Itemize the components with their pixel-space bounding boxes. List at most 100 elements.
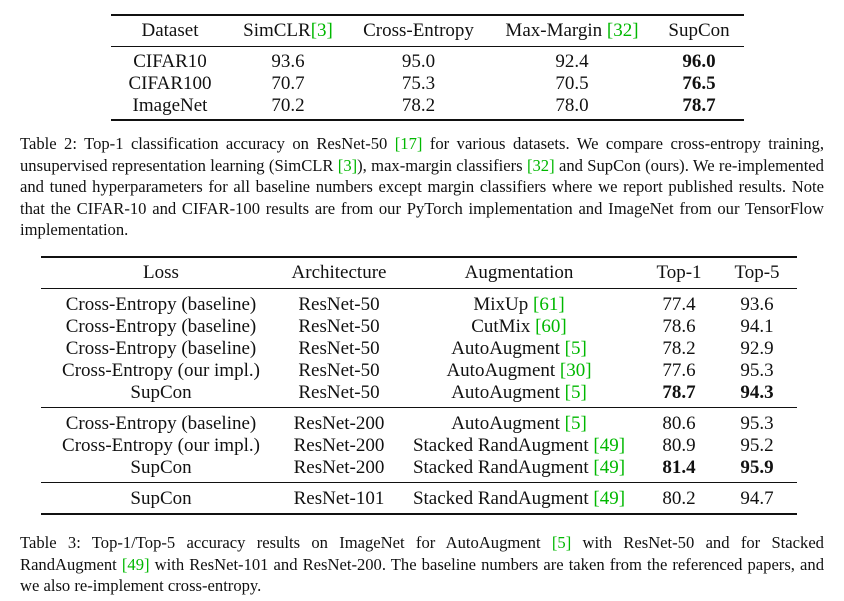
cell-augmentation: AutoAugment [5] <box>451 338 587 359</box>
header-loss: Loss <box>41 257 281 289</box>
citation-link[interactable]: [32] <box>606 20 639 41</box>
cell-simclr: 93.6 <box>271 51 305 72</box>
cell-augmentation: Stacked RandAugment [49] <box>397 457 641 483</box>
header-supcon: SupCon <box>654 15 744 47</box>
table-3: Loss Architecture Augmentation Top-1 Top… <box>41 256 797 515</box>
citation-link[interactable]: [32] <box>526 155 555 175</box>
cell-architecture: ResNet-200 <box>293 435 385 456</box>
citation-link[interactable]: [5] <box>564 413 587 434</box>
table-row: Cross-Entropy (baseline) ResNet-200 Auto… <box>41 408 797 436</box>
cell-loss: Cross-Entropy (baseline) <box>65 316 257 337</box>
citation-link[interactable]: [49] <box>593 457 626 478</box>
cell-top-1: 80.2 <box>641 482 717 515</box>
table-row: CIFAR10 93.6 95.0 92.4 96.0 <box>111 47 744 74</box>
cell-max-margin: 70.5 <box>555 73 589 94</box>
cell-augmentation: Stacked RandAugment [49] <box>397 482 641 515</box>
cell-augmentation: MixUp [61] <box>473 294 565 315</box>
cell-top-1: 77.6 <box>662 360 696 381</box>
header-top-1: Top-1 <box>641 257 717 289</box>
cell-supcon: 78.7 <box>654 95 744 121</box>
citation-link[interactable]: [30] <box>559 360 592 381</box>
citation-link[interactable]: [5] <box>564 338 587 359</box>
table-row: Cross-Entropy (baseline) ResNet-50 CutMi… <box>41 316 797 338</box>
table-row: Cross-Entropy (baseline) ResNet-50 AutoA… <box>41 338 797 360</box>
table-row: Cross-Entropy (our impl.) ResNet-50 Auto… <box>41 360 797 382</box>
header-max-margin: Max-Margin [32] <box>490 15 654 47</box>
citation-link[interactable]: [49] <box>593 488 626 509</box>
cell-top-1: 78.2 <box>662 338 696 359</box>
cell-dataset: CIFAR10 <box>133 51 207 72</box>
cell-architecture: ResNet-50 <box>298 294 380 315</box>
header-augmentation: Augmentation <box>397 257 641 289</box>
cell-supcon: 96.0 <box>682 51 716 72</box>
cell-loss: Cross-Entropy (baseline) <box>65 294 257 315</box>
cell-simclr: 70.7 <box>271 73 305 94</box>
cell-architecture: ResNet-200 <box>281 457 397 483</box>
header-dataset: Dataset <box>111 15 229 47</box>
cell-top-1: 77.4 <box>662 294 696 315</box>
header-architecture: Architecture <box>281 257 397 289</box>
cell-augmentation: AutoAugment [5] <box>397 382 641 408</box>
table-row: Cross-Entropy (our impl.) ResNet-200 Sta… <box>41 435 797 457</box>
cell-loss: Cross-Entropy (baseline) <box>65 338 257 359</box>
table-row: ImageNet 70.2 78.2 78.0 78.7 <box>111 95 744 121</box>
cell-top-5: 94.7 <box>717 482 797 515</box>
cell-architecture: ResNet-200 <box>293 413 385 434</box>
cell-supcon: 76.5 <box>682 73 716 94</box>
table-3-header-row: Loss Architecture Augmentation Top-1 Top… <box>41 257 797 289</box>
table-2-header-row: Dataset SimCLR[3] Cross-Entropy Max-Marg… <box>111 15 744 47</box>
citation-link[interactable]: [60] <box>535 316 567 337</box>
cell-top-5: 94.3 <box>717 382 797 408</box>
table-row: SupCon ResNet-50 AutoAugment [5] 78.7 94… <box>41 382 797 408</box>
citation-link[interactable]: [49] <box>593 435 626 456</box>
cell-cross-entropy: 75.3 <box>401 73 436 94</box>
citation-link[interactable]: [3] <box>310 20 333 41</box>
cell-architecture: ResNet-50 <box>298 338 380 359</box>
cell-augmentation: Stacked RandAugment [49] <box>412 435 626 456</box>
cell-loss: Cross-Entropy (our impl.) <box>62 435 260 456</box>
cell-top-5: 93.6 <box>740 294 774 315</box>
cell-top-5: 95.9 <box>717 457 797 483</box>
table-2: Dataset SimCLR[3] Cross-Entropy Max-Marg… <box>111 14 744 121</box>
cell-augmentation: CutMix [60] <box>471 316 567 337</box>
cell-loss: SupCon <box>41 382 281 408</box>
citation-link[interactable]: [5] <box>564 382 587 403</box>
table-row: SupCon ResNet-200 Stacked RandAugment [4… <box>41 457 797 483</box>
table-2-caption: Table 2: Top-1 classification accuracy o… <box>20 134 824 239</box>
citation-link[interactable]: [17] <box>394 134 423 153</box>
cell-augmentation: AutoAugment [5] <box>451 413 587 434</box>
cell-loss: Cross-Entropy (our impl.) <box>62 360 260 381</box>
cell-loss: SupCon <box>41 457 281 483</box>
cell-architecture: ResNet-50 <box>298 360 380 381</box>
header-top-5: Top-5 <box>717 257 797 289</box>
cell-top-5: 95.3 <box>740 360 774 381</box>
cell-top-5: 92.9 <box>740 338 774 359</box>
cell-dataset: CIFAR100 <box>128 73 212 94</box>
citation-link[interactable]: [61] <box>533 294 565 315</box>
cell-max-margin: 78.0 <box>490 95 654 121</box>
table-row: CIFAR100 70.7 75.3 70.5 76.5 <box>111 73 744 95</box>
header-cross-entropy: Cross-Entropy <box>347 15 490 47</box>
citation-link[interactable]: [3] <box>337 155 358 175</box>
cell-architecture: ResNet-50 <box>281 382 397 408</box>
cell-simclr: 70.2 <box>229 95 347 121</box>
cell-augmentation: AutoAugment [30] <box>446 360 592 381</box>
cell-architecture: ResNet-101 <box>281 482 397 515</box>
cell-top-5: 94.1 <box>740 316 774 337</box>
cell-loss: Cross-Entropy (baseline) <box>65 413 257 434</box>
citation-link[interactable]: [5] <box>551 533 572 552</box>
cell-loss: SupCon <box>41 482 281 515</box>
cell-dataset: ImageNet <box>111 95 229 121</box>
header-simclr: SimCLR[3] <box>229 15 347 47</box>
cell-architecture: ResNet-50 <box>298 316 380 337</box>
cell-top-5: 95.2 <box>740 435 774 456</box>
cell-top-1: 80.6 <box>662 413 696 434</box>
cell-top-1: 81.4 <box>641 457 717 483</box>
citation-link[interactable]: [49] <box>121 554 150 574</box>
table-row: Cross-Entropy (baseline) ResNet-50 MixUp… <box>41 289 797 317</box>
cell-cross-entropy: 95.0 <box>401 51 436 72</box>
cell-max-margin: 92.4 <box>555 51 589 72</box>
cell-top-5: 95.3 <box>740 413 774 434</box>
cell-cross-entropy: 78.2 <box>347 95 490 121</box>
cell-top-1: 80.9 <box>662 435 696 456</box>
